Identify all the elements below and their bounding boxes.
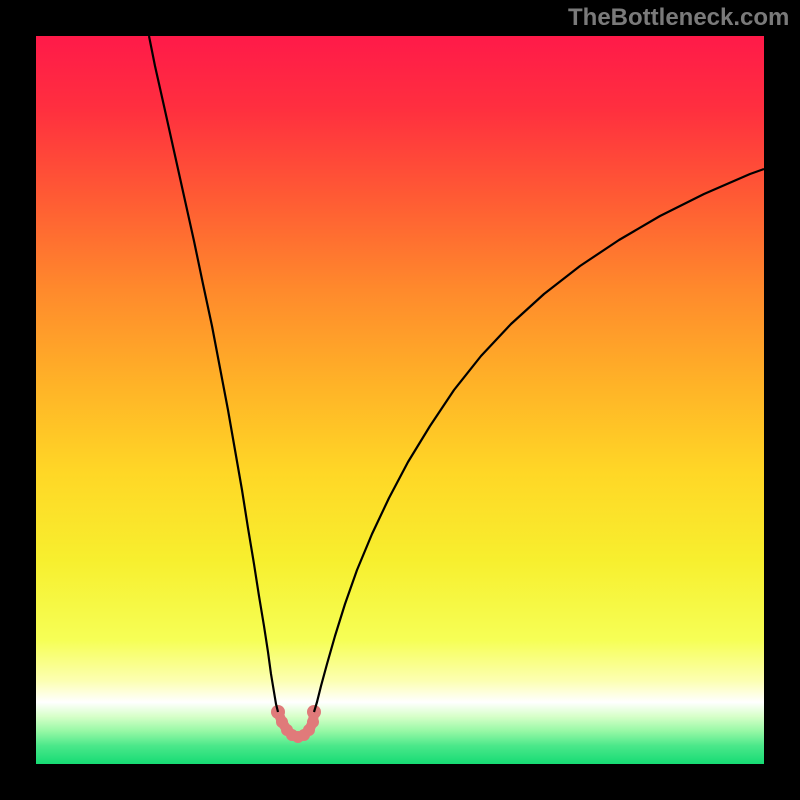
curve-left-branch	[149, 36, 278, 712]
watermark-text: TheBottleneck.com	[568, 4, 789, 32]
curve-right-branch	[314, 169, 764, 712]
plot-area	[36, 36, 764, 764]
plot-svg	[36, 36, 764, 764]
